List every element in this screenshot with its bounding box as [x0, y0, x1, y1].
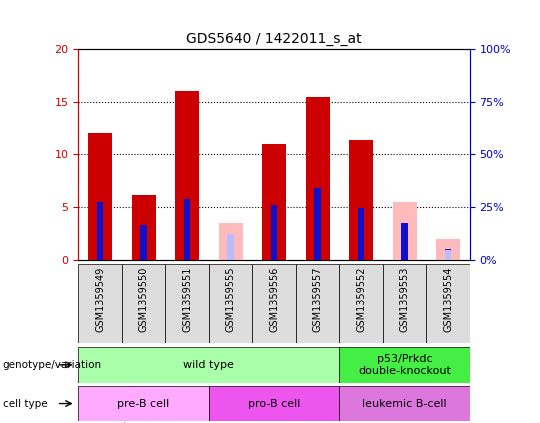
Bar — [383, 264, 426, 343]
Bar — [165, 264, 209, 343]
Bar — [132, 195, 156, 260]
Text: GSM1359552: GSM1359552 — [356, 267, 366, 332]
Bar — [426, 264, 470, 343]
Bar — [296, 264, 339, 343]
Bar — [140, 225, 147, 260]
Bar — [78, 347, 339, 383]
Bar — [219, 223, 242, 260]
Bar — [271, 205, 278, 260]
Text: GSM1359555: GSM1359555 — [226, 267, 235, 332]
Bar — [314, 188, 321, 260]
Bar — [393, 202, 416, 260]
Bar — [445, 250, 451, 260]
Text: GSM1359554: GSM1359554 — [443, 267, 453, 332]
Bar — [401, 223, 408, 260]
Bar — [445, 249, 451, 260]
Bar — [78, 264, 122, 343]
Text: pre-B cell: pre-B cell — [117, 398, 170, 409]
Text: cell type: cell type — [3, 398, 48, 409]
Bar — [122, 264, 165, 343]
Bar — [339, 347, 470, 383]
Bar — [349, 140, 373, 260]
Bar — [209, 386, 339, 421]
Text: wild type: wild type — [184, 360, 234, 370]
Bar — [358, 209, 365, 260]
Bar — [78, 386, 209, 421]
Bar — [339, 264, 383, 343]
Bar — [97, 202, 103, 260]
Text: p53/Prkdc
double-knockout: p53/Prkdc double-knockout — [358, 354, 451, 376]
Bar — [184, 199, 190, 260]
Text: pro-B cell: pro-B cell — [248, 398, 300, 409]
Text: GSM1359553: GSM1359553 — [400, 267, 409, 332]
Bar — [209, 264, 252, 343]
Title: GDS5640 / 1422011_s_at: GDS5640 / 1422011_s_at — [186, 32, 362, 46]
Bar — [227, 234, 234, 260]
Text: GSM1359549: GSM1359549 — [95, 267, 105, 332]
Text: genotype/variation: genotype/variation — [3, 360, 102, 370]
Bar — [339, 386, 470, 421]
Text: GSM1359550: GSM1359550 — [139, 267, 148, 332]
Text: leukemic B-cell: leukemic B-cell — [362, 398, 447, 409]
Bar — [252, 264, 296, 343]
Text: GSM1359551: GSM1359551 — [182, 267, 192, 332]
Text: count: count — [98, 422, 128, 423]
Text: GSM1359557: GSM1359557 — [313, 267, 322, 332]
Bar — [306, 97, 329, 260]
Bar — [436, 239, 460, 260]
Bar — [175, 91, 199, 260]
Bar — [262, 144, 286, 260]
Text: GSM1359556: GSM1359556 — [269, 267, 279, 332]
Bar — [88, 133, 112, 260]
